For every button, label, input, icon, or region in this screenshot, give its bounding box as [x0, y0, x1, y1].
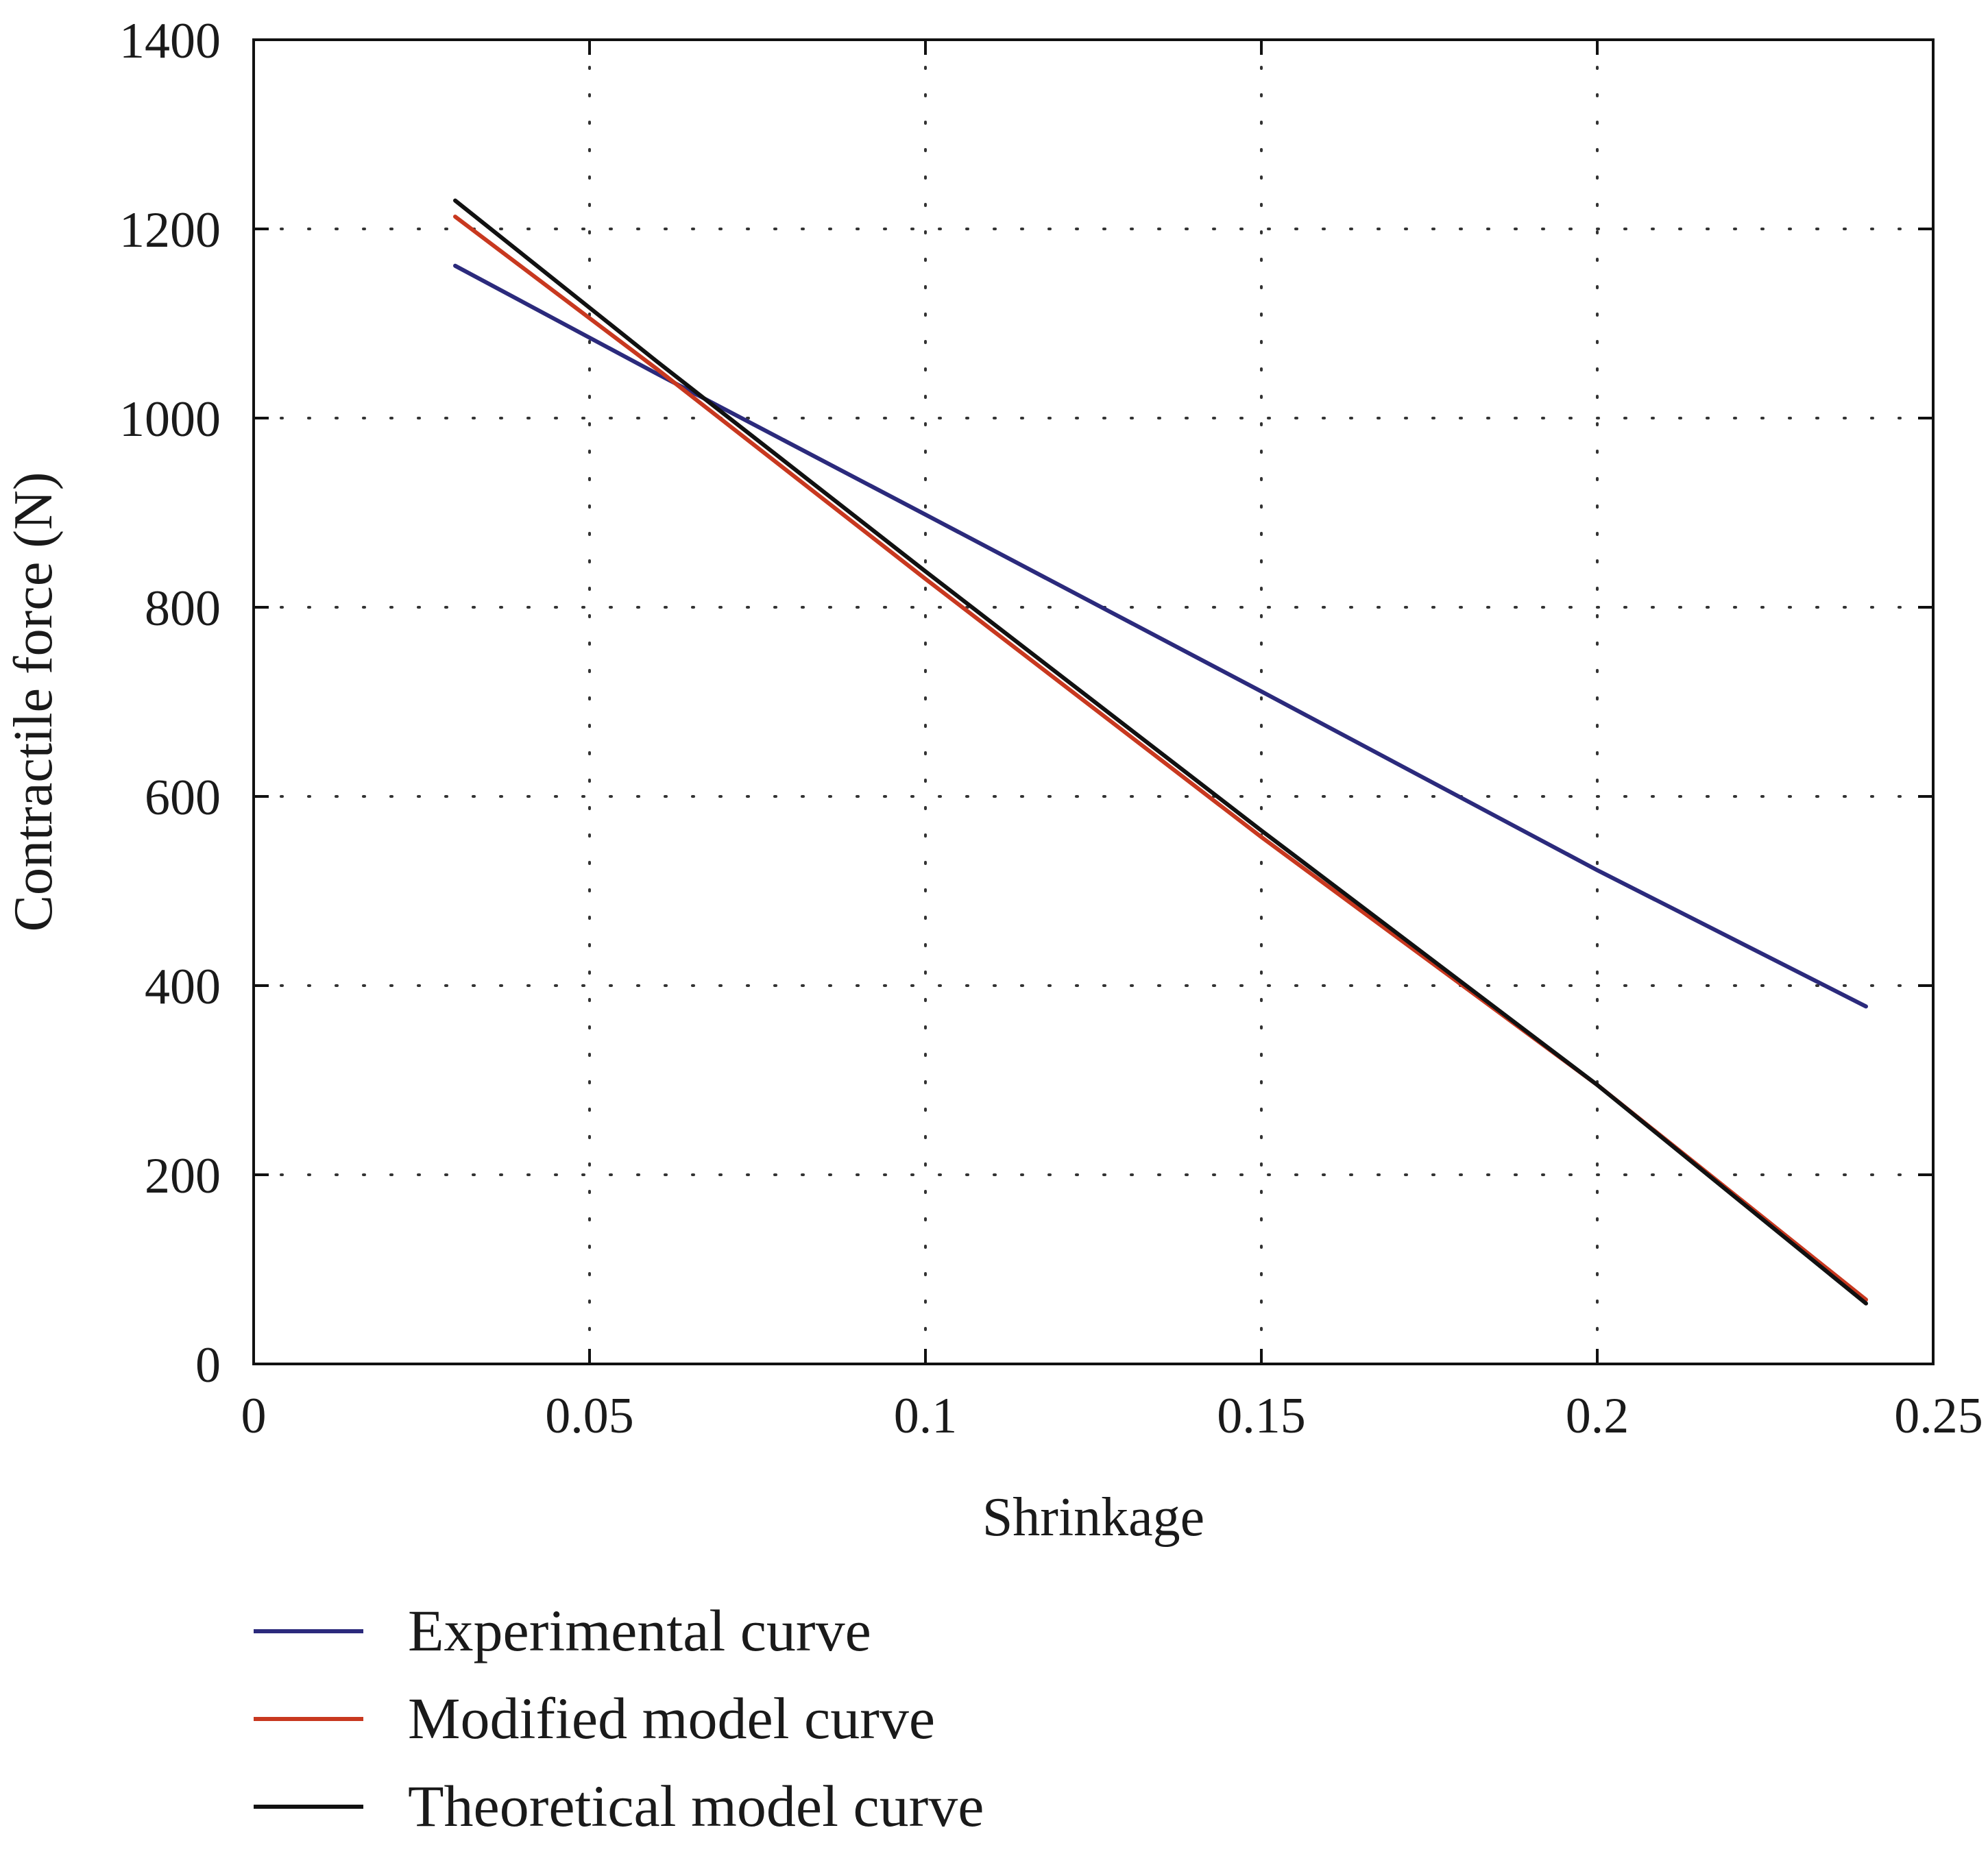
x-tick-label: 0.1 — [894, 1388, 958, 1444]
y-tick-label: 400 — [145, 959, 221, 1015]
series-line-modified-model-curve — [453, 215, 1868, 1302]
y-tick-label: 1000 — [119, 391, 221, 448]
legend-label-experimental-curve: Experimental curve — [408, 1598, 871, 1663]
y-tick-label: 0 — [195, 1337, 221, 1393]
y-tick-label: 1400 — [119, 13, 221, 69]
y-tick-label: 1200 — [119, 202, 221, 258]
legend: Experimental curve Modified model curve Th… — [254, 1598, 984, 1839]
y-tick-label: 200 — [145, 1148, 221, 1204]
axis-ticks — [252, 38, 1935, 1365]
legend-label-theoretical-model-curve: Theoretical model curve — [408, 1773, 984, 1839]
series-lines — [453, 198, 1868, 1306]
x-tick-label: 0.05 — [545, 1388, 634, 1444]
series-line-experimental-curve — [453, 263, 1868, 1009]
plot-area-frame — [252, 38, 1935, 1365]
grid — [252, 38, 1935, 1365]
y-axis-title: Contractile force (N) — [3, 472, 64, 932]
x-tick-label: 0 — [241, 1388, 267, 1444]
x-tick-label: 0.25 — [1894, 1388, 1983, 1444]
y-tick-label: 800 — [145, 581, 221, 637]
series-line-theoretical-model-curve — [453, 198, 1868, 1306]
y-tick-label: 600 — [145, 770, 221, 826]
x-axis-title: Shrinkage — [982, 1487, 1204, 1548]
x-tick-label: 0.2 — [1566, 1388, 1629, 1444]
x-tick-label: 0.15 — [1217, 1388, 1306, 1444]
legend-label-modified-model-curve: Modified model curve — [408, 1685, 935, 1751]
tick-labels: 0 0.05 0.1 0.15 0.2 0.25 0 200 400 600 800 1000 1200… — [119, 13, 1983, 1444]
